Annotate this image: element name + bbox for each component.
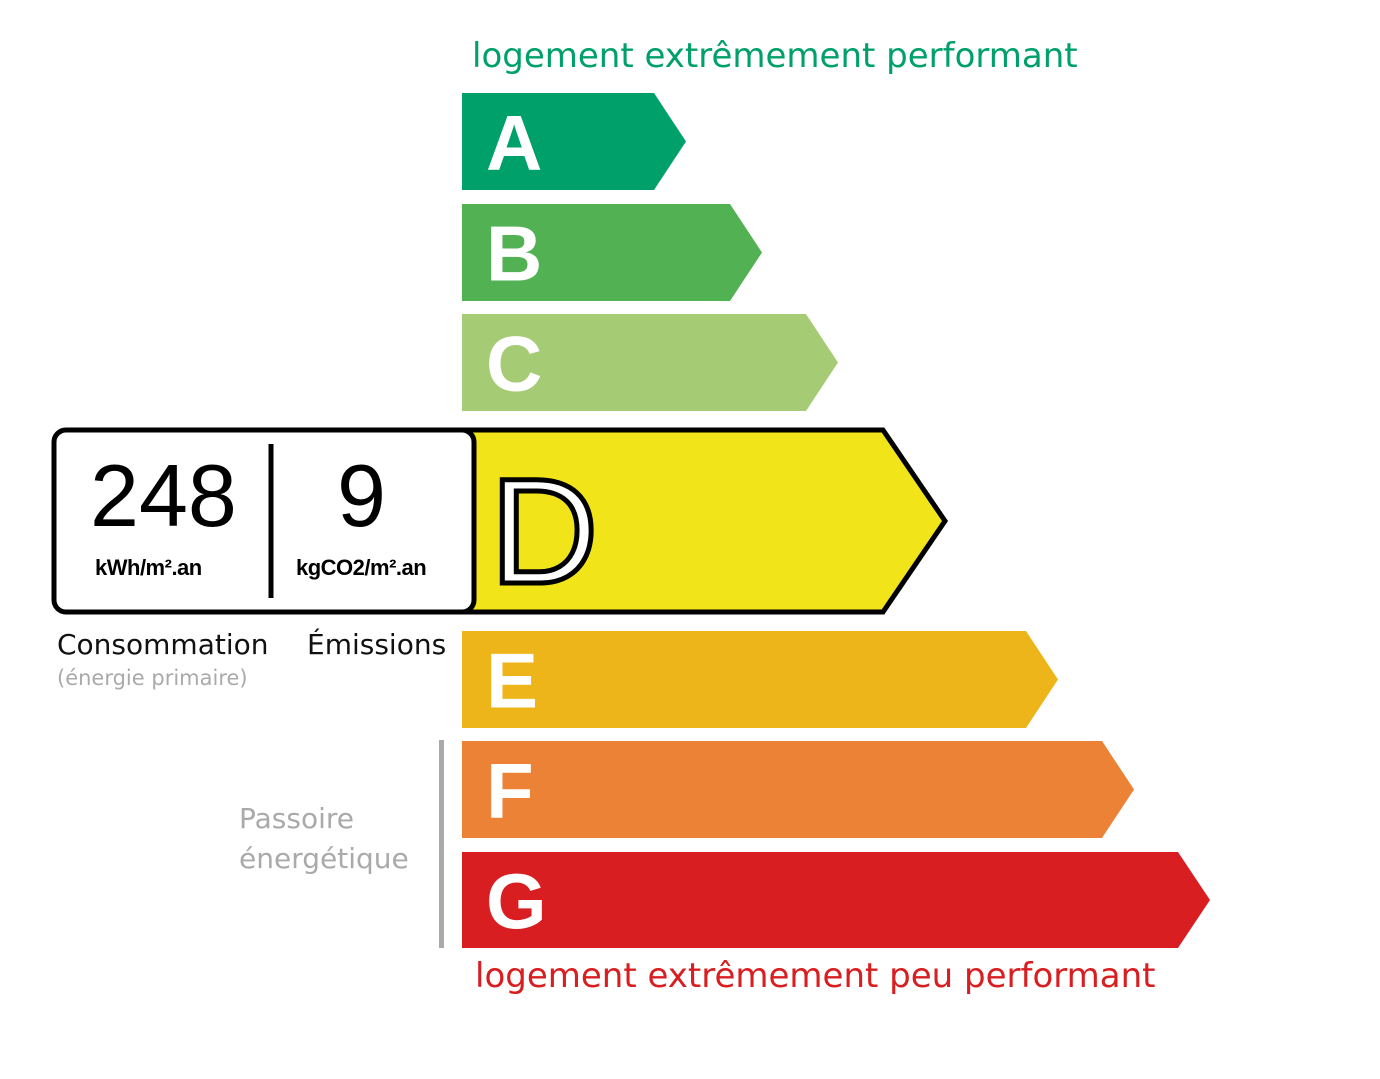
- consumption-sublabel: (énergie primaire): [57, 666, 248, 690]
- class-letter-d: D: [490, 447, 598, 615]
- class-letter-c: C: [486, 320, 542, 408]
- passoire-label-line2: énergétique: [239, 842, 409, 875]
- consumption-value: 248: [90, 446, 237, 545]
- worst-performance-caption: logement extrêmement peu performant: [475, 956, 1156, 996]
- best-performance-caption: logement extrêmement performant: [472, 36, 1078, 76]
- passoire-label-line1: Passoire: [239, 802, 354, 835]
- class-bar-e: [462, 631, 1058, 728]
- class-bar-g: [462, 852, 1210, 948]
- class-bar-f: [462, 741, 1134, 838]
- class-bar-c: [462, 314, 838, 411]
- class-letter-f: F: [486, 747, 534, 835]
- class-letter-a: A: [486, 99, 542, 187]
- class-letter-e: E: [486, 637, 538, 725]
- emissions-value: 9: [337, 446, 386, 545]
- class-letter-g: G: [486, 857, 547, 945]
- class-letter-b: B: [486, 210, 542, 298]
- values-box: [51, 427, 477, 615]
- emissions-unit: kgCO2/m².an: [296, 555, 427, 580]
- class-bar-a: [462, 93, 686, 190]
- consumption-label: Consommation: [57, 628, 269, 661]
- passoire-bracket: [439, 740, 444, 948]
- class-bar-b: [462, 204, 762, 301]
- emissions-label: Émissions: [307, 628, 447, 661]
- consumption-unit: kWh/m².an: [95, 555, 202, 580]
